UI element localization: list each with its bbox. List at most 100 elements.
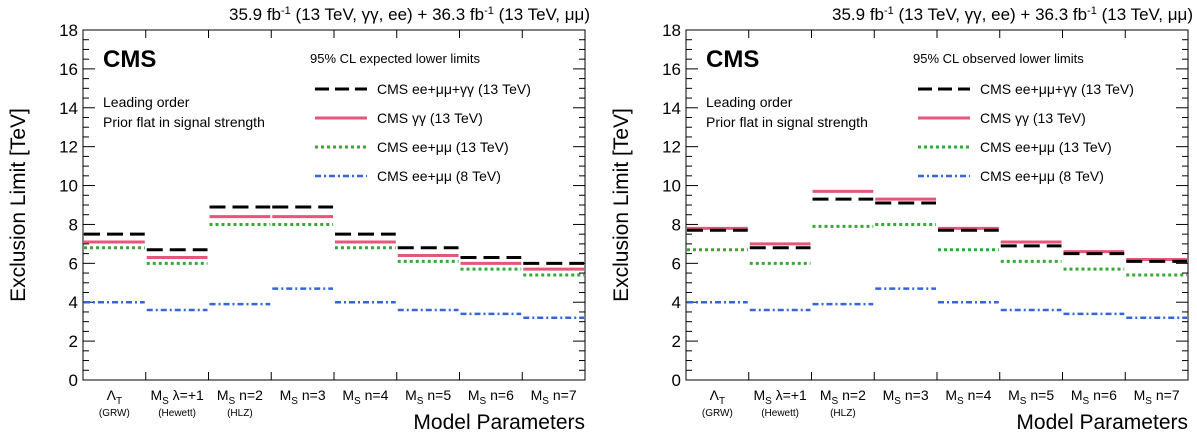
plot-note: Leading order xyxy=(103,94,190,110)
y-tick-label: 4 xyxy=(69,293,78,312)
legend-entry: CMS γγ (13 TeV) xyxy=(377,110,483,126)
x-category-note: (GRW) xyxy=(99,408,130,419)
experiment-label: CMS xyxy=(706,46,759,73)
x-category-note: (Hewett) xyxy=(158,408,196,419)
header-part: (13 TeV, γγ, ee) + 36.3 fb xyxy=(894,5,1087,24)
x-category-note: (HLZ) xyxy=(830,408,856,419)
category-subscript: S xyxy=(354,396,361,407)
category-parameter: n=5 xyxy=(423,387,451,403)
y-tick-label: 16 xyxy=(662,60,681,79)
category-subscript: T xyxy=(719,396,725,407)
category-subscript: S xyxy=(229,396,236,407)
category-symbol: M xyxy=(820,387,832,403)
legend-title: 95% CL observed lower limits xyxy=(913,51,1084,66)
x-category-label: MS n=2 xyxy=(820,387,866,407)
category-symbol: M xyxy=(883,387,895,403)
category-subscript: S xyxy=(480,396,487,407)
plot-note: Prior flat in signal strength xyxy=(103,114,265,130)
category-subscript: S xyxy=(1145,396,1152,407)
y-tick-label: 10 xyxy=(59,177,78,196)
y-axis-title: Exclusion Limit [TeV] xyxy=(7,108,30,302)
header-part: 35.9 fb xyxy=(832,5,884,24)
y-tick-label: 6 xyxy=(672,254,681,273)
y-tick-label: 2 xyxy=(672,332,681,351)
legend-entry: CMS γγ (13 TeV) xyxy=(980,110,1086,126)
x-axis-title: Model Parameters xyxy=(1016,411,1188,434)
x-category-label: MS n=5 xyxy=(1008,387,1054,407)
category-parameter: n=6 xyxy=(1089,387,1117,403)
category-parameter: λ=+1 xyxy=(169,387,204,403)
category-subscript: S xyxy=(957,396,964,407)
x-category-label: MS n=3 xyxy=(883,387,929,407)
y-tick-label: 2 xyxy=(69,332,78,351)
legend-entry: CMS ee+μμ (13 TeV) xyxy=(377,139,509,155)
x-category-label: ΛT xyxy=(107,387,122,407)
x-category-note: (GRW) xyxy=(702,408,733,419)
category-symbol: M xyxy=(468,387,480,403)
x-category-note: (HLZ) xyxy=(227,408,253,419)
y-tick-label: 8 xyxy=(672,215,681,234)
category-parameter: n=5 xyxy=(1026,387,1054,403)
x-category-label: MS n=5 xyxy=(405,387,451,407)
category-subscript: S xyxy=(765,396,772,407)
x-category-label: MS n=3 xyxy=(280,387,326,407)
legend-entry: CMS ee+μμ+γγ (13 TeV) xyxy=(377,81,531,97)
category-symbol: M xyxy=(280,387,292,403)
category-symbol: M xyxy=(405,387,417,403)
category-symbol: M xyxy=(217,387,229,403)
x-category-label: MS n=4 xyxy=(342,387,388,407)
y-tick-label: 8 xyxy=(69,215,78,234)
legend-entry: CMS ee+μμ+γγ (13 TeV) xyxy=(980,81,1134,97)
y-axis-title: Exclusion Limit [TeV] xyxy=(610,108,633,302)
legend-entry: CMS ee+μμ (13 TeV) xyxy=(980,139,1112,155)
x-category-label: MS n=6 xyxy=(468,387,514,407)
category-parameter: n=4 xyxy=(361,387,389,403)
luminosity-header: 35.9 fb-1 (13 TeV, γγ, ee) + 36.3 fb-1 (… xyxy=(832,5,1193,24)
category-symbol: Λ xyxy=(710,387,720,403)
x-category-label: MS n=7 xyxy=(1134,387,1180,407)
category-symbol: M xyxy=(1134,387,1146,403)
plot-note: Prior flat in signal strength xyxy=(706,114,868,130)
category-subscript: S xyxy=(291,396,298,407)
category-subscript: S xyxy=(542,396,549,407)
category-subscript: S xyxy=(162,396,169,407)
category-subscript: T xyxy=(116,396,122,407)
y-tick-label: 0 xyxy=(672,371,681,390)
category-subscript: S xyxy=(417,396,424,407)
legend-entry: CMS ee+μμ (8 TeV) xyxy=(980,168,1104,184)
category-subscript: S xyxy=(832,396,839,407)
category-parameter: n=3 xyxy=(901,387,929,403)
category-symbol: M xyxy=(1008,387,1020,403)
category-symbol: M xyxy=(342,387,354,403)
x-category-label: MS λ=+1 xyxy=(753,387,807,407)
y-tick-label: 10 xyxy=(662,177,681,196)
header-part: (13 TeV, μμ) xyxy=(1097,5,1193,24)
category-subscript: S xyxy=(1083,396,1090,407)
x-axis-title: Model Parameters xyxy=(413,411,585,434)
legend-title: 95% CL expected lower limits xyxy=(310,51,481,66)
header-part: 35.9 fb xyxy=(229,5,281,24)
x-category-label: ΛT xyxy=(710,387,725,407)
y-tick-label: 16 xyxy=(59,60,78,79)
category-subscript: S xyxy=(1020,396,1027,407)
x-category-label: MS n=4 xyxy=(945,387,991,407)
y-tick-label: 12 xyxy=(662,138,681,157)
y-tick-label: 0 xyxy=(69,371,78,390)
category-parameter: n=2 xyxy=(235,387,263,403)
category-symbol: Λ xyxy=(107,387,117,403)
category-subscript: S xyxy=(894,396,901,407)
y-tick-label: 14 xyxy=(662,99,681,118)
category-parameter: n=7 xyxy=(549,387,577,403)
category-symbol: M xyxy=(945,387,957,403)
header-superscript: -1 xyxy=(884,5,894,17)
y-tick-label: 14 xyxy=(59,99,78,118)
x-category-label: MS n=6 xyxy=(1071,387,1117,407)
header-superscript: -1 xyxy=(281,5,291,17)
y-tick-label: 18 xyxy=(662,21,681,40)
y-tick-label: 18 xyxy=(59,21,78,40)
plot-note: Leading order xyxy=(706,94,793,110)
legend-entry: CMS ee+μμ (8 TeV) xyxy=(377,168,501,184)
